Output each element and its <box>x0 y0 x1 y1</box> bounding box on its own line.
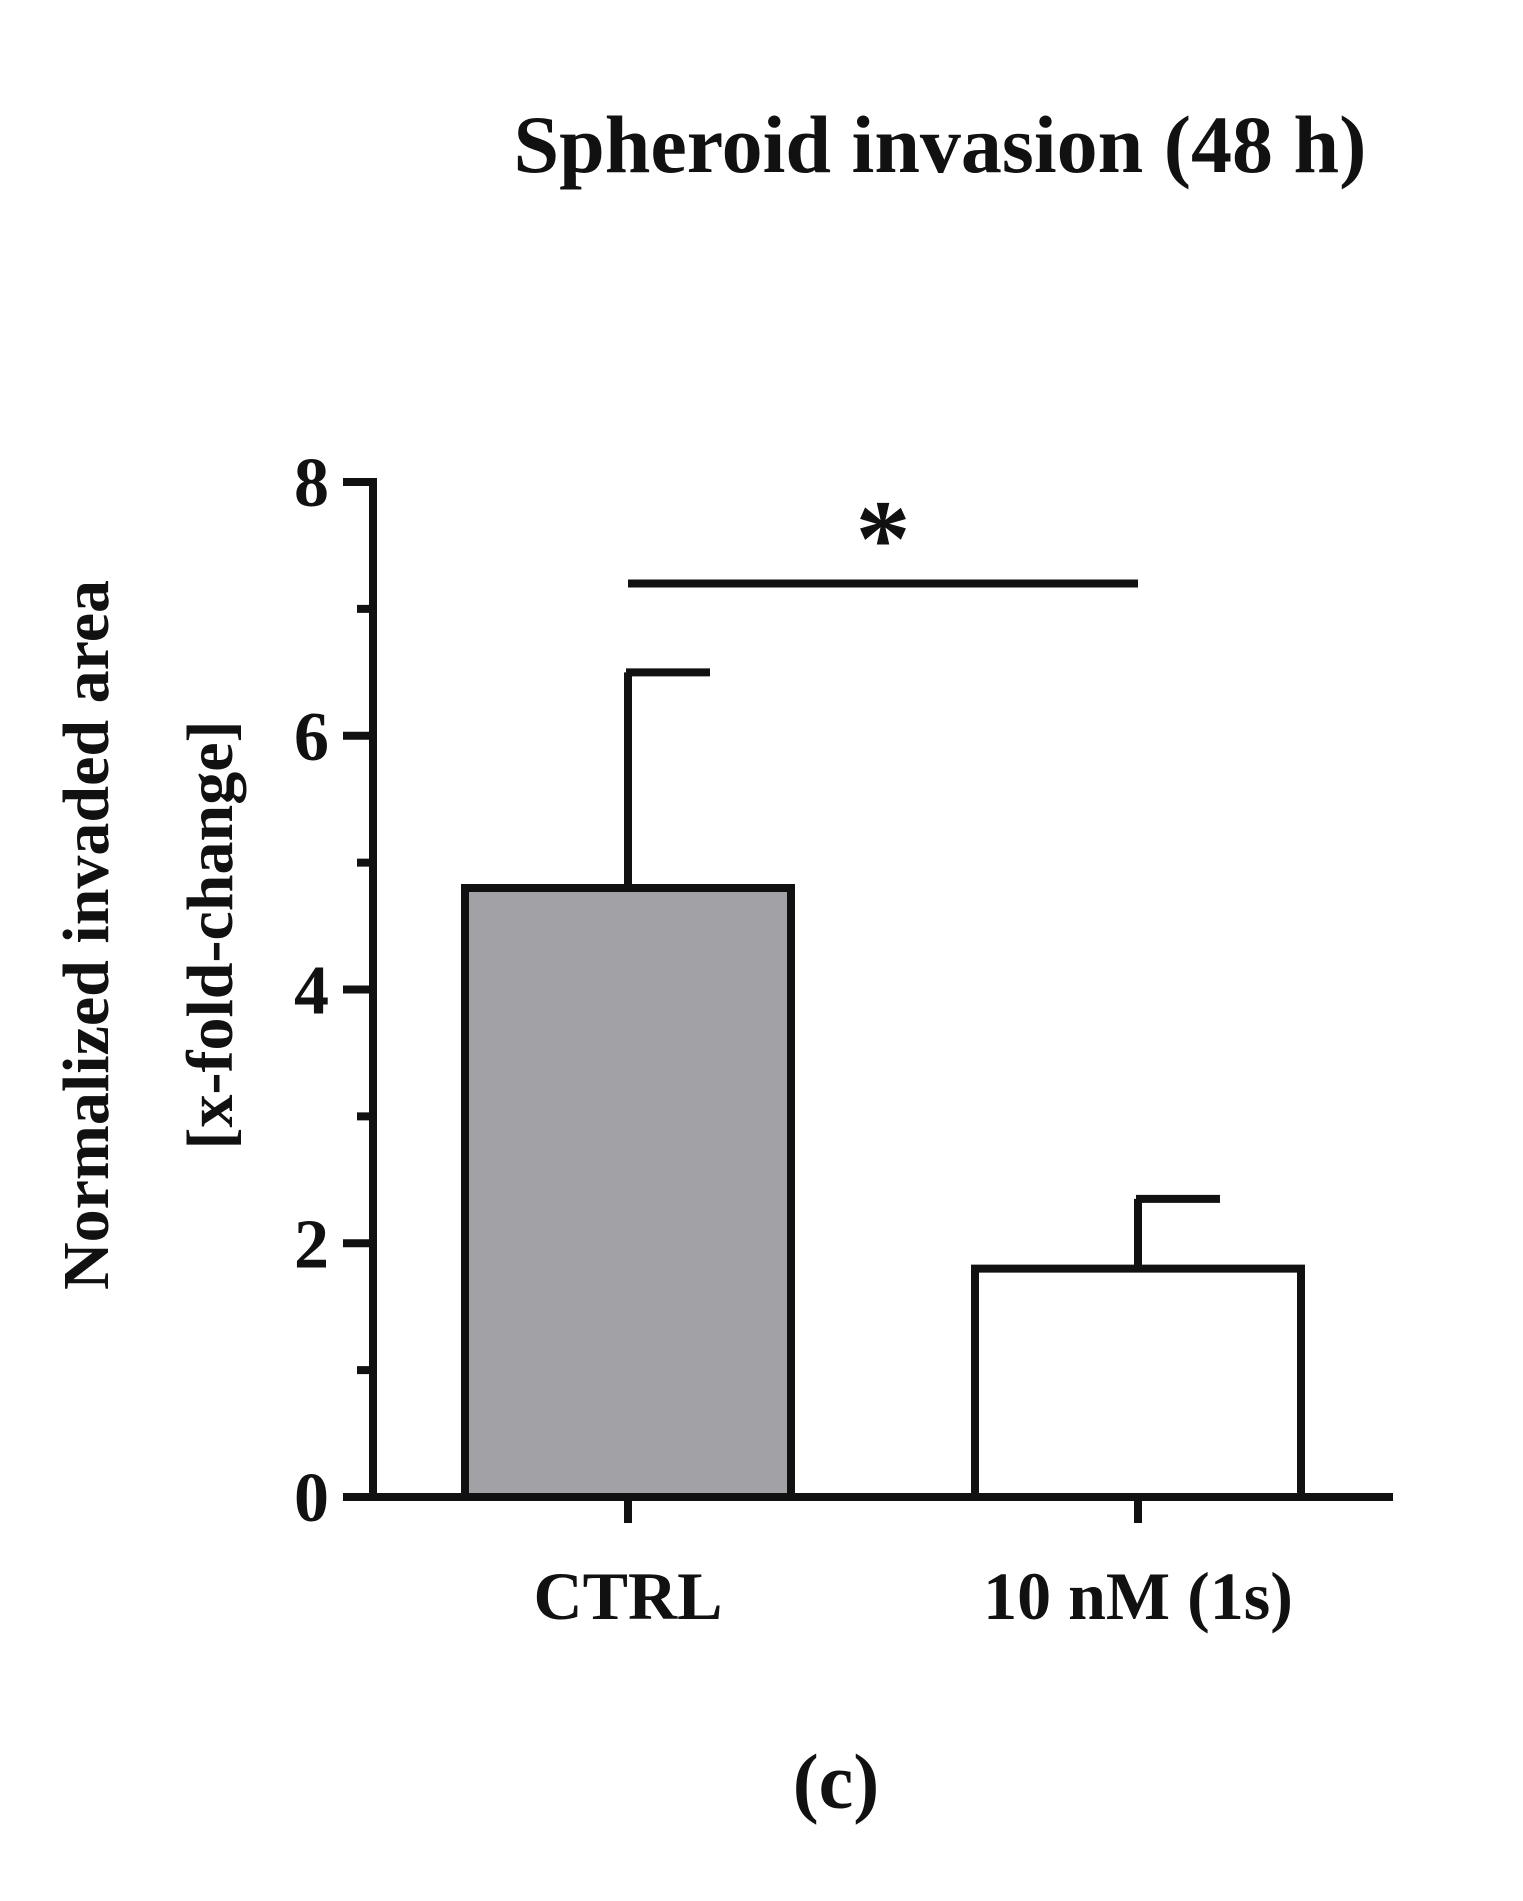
y-axis-label-line-2: [x-fold-change] <box>174 721 247 1150</box>
significance-star: * <box>856 478 911 600</box>
x-tick-label-0: CTRL <box>534 1558 723 1634</box>
y-axis-label-line-1: Normalized invaded area <box>50 580 123 1290</box>
panel-label: (c) <box>793 1738 880 1825</box>
chart-title: Spheroid invasion (48 h) <box>514 99 1367 190</box>
bar-0 <box>461 884 795 1501</box>
y-tick-label-2: 2 <box>294 1206 329 1283</box>
y-tick-label-6: 6 <box>294 699 329 776</box>
bar-1 <box>971 1264 1305 1501</box>
x-tick-label-1: 10 nM (1s) <box>983 1558 1293 1634</box>
y-tick-label-0: 0 <box>294 1460 329 1537</box>
y-axis-label: Normalized invaded area [x-fold-change] <box>50 580 247 1290</box>
plot-area: 0 2 4 6 8 CTRL 10 nM (1s) * <box>294 445 1393 1634</box>
y-tick-label-8: 8 <box>294 445 329 522</box>
y-tick-label-4: 4 <box>294 953 329 1030</box>
